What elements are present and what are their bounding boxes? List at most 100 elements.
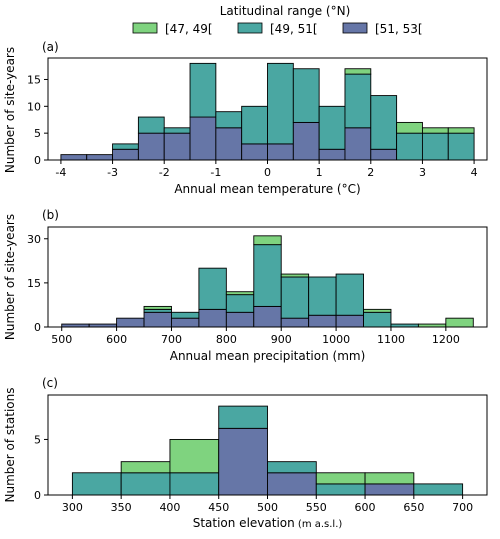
histogram-bar (171, 317, 200, 328)
panel-label: (c) (42, 376, 58, 390)
panel-a-temperature-histogram: -4 -3 -2 -1 0 1 2 3 4 0 5 10 15 Annual mean temperatu… (3, 40, 488, 196)
y-tick-label: 10 (27, 100, 41, 113)
legend-swatch-49-51 (237, 22, 263, 34)
legend-swatch-47-49 (132, 22, 158, 34)
histogram-bar (370, 95, 398, 150)
y-tick-label: 30 (27, 233, 41, 246)
histogram-bar (215, 127, 243, 161)
histogram-bar (318, 148, 346, 161)
histogram-bar (445, 317, 474, 328)
y-axis-label: Number of site-years (3, 47, 17, 173)
histogram-bar (315, 483, 366, 496)
x-tick-label: 400 (159, 501, 180, 514)
histogram-bar (171, 311, 200, 319)
x-tick-label: 500 (51, 333, 72, 346)
histogram-bar (267, 472, 317, 496)
histogram-bar (225, 311, 255, 328)
histogram-bar (60, 154, 88, 161)
histogram-bar (267, 143, 294, 161)
x-tick-label: 600 (106, 333, 127, 346)
histogram-bar (198, 267, 227, 310)
legend-label-49-51: [49, 51[ (270, 22, 318, 36)
y-axis-label: Number of site-years (3, 214, 17, 340)
y-tick-label: 5 (34, 433, 41, 446)
x-axis-unit: (m a.s.l.) (295, 519, 343, 530)
histogram-bar (163, 132, 191, 161)
histogram-bar (308, 314, 337, 328)
histogram-bar (370, 148, 398, 161)
x-axis-label: Annual mean precipitation (mm) (170, 349, 366, 363)
histogram-bar (189, 62, 217, 118)
histogram-bar (120, 472, 171, 496)
legend-swatch-51-53 (342, 22, 368, 34)
histogram-bar (364, 483, 415, 496)
x-tick-label: -3 (107, 166, 118, 179)
x-tick-label: 1 (316, 166, 323, 179)
y-tick-label: 15 (27, 277, 41, 290)
legend: Latitudinal range (°N) [47, 49[ [49, 51[… (132, 4, 423, 36)
histogram-bar (421, 127, 449, 134)
x-tick-label: 0 (264, 166, 271, 179)
histogram-bar (71, 472, 122, 496)
x-tick-label: 650 (403, 501, 424, 514)
x-tick-label: 2 (367, 166, 374, 179)
histogram-bar (169, 472, 220, 496)
x-tick-label: 3 (419, 166, 426, 179)
histogram-bar (120, 461, 171, 474)
histogram-bar (364, 472, 415, 485)
panel-c-elevation-histogram: 300 350 400 450 500 550 600 650 700 0 5 Station ele… (3, 376, 488, 530)
y-tick-label: 0 (34, 321, 41, 334)
histogram-bar (225, 291, 255, 296)
histogram-bar (280, 273, 310, 278)
y-tick-label: 15 (27, 73, 41, 86)
x-tick-label: 1200 (432, 333, 460, 346)
x-tick-label: 1000 (322, 333, 350, 346)
histogram-bar (241, 105, 268, 145)
histogram-bar (344, 68, 372, 75)
histogram-bar (335, 314, 364, 328)
histogram-bar (308, 276, 337, 316)
x-tick-label: 350 (111, 501, 132, 514)
x-tick-label: 1100 (377, 333, 405, 346)
x-tick-label: -4 (55, 166, 66, 179)
x-axis-label: Station elevation (m a.s.l.) (193, 516, 343, 530)
histogram-bar (280, 276, 310, 319)
histogram-bar (218, 427, 268, 496)
histogram-bar (137, 116, 165, 134)
histogram-bar (292, 121, 320, 161)
panel-label: (a) (42, 40, 59, 54)
histogram-bar (447, 132, 475, 161)
x-axis-label: Annual mean temperature (°C) (174, 182, 360, 196)
histogram-bar (292, 68, 320, 123)
histogram-bar (163, 127, 191, 134)
x-tick-label: 800 (216, 333, 237, 346)
histogram-bar (335, 273, 364, 316)
y-axis-label: Number of stations (3, 388, 17, 503)
histogram-bar (421, 132, 449, 161)
histogram-bar (396, 121, 423, 134)
histogram-bar (318, 105, 346, 150)
x-tick-label: 900 (271, 333, 292, 346)
histogram-bar (253, 305, 282, 328)
histogram-bar (86, 154, 114, 161)
histogram-bar (363, 308, 392, 313)
histogram-bar (363, 311, 392, 328)
histogram-bar (253, 235, 282, 246)
histogram-bar (447, 127, 475, 134)
histogram-bar (315, 472, 366, 485)
histogram-bar (189, 116, 217, 161)
histogram-bar (116, 317, 145, 328)
x-tick-label: -1 (210, 166, 221, 179)
x-tick-label: 4 (471, 166, 478, 179)
y-tick-label: 5 (34, 127, 41, 140)
histogram-bar (112, 148, 139, 161)
x-tick-label: 450 (208, 501, 229, 514)
histogram-bar (241, 143, 268, 161)
histogram-bar (396, 132, 423, 161)
histogram-bar (413, 483, 464, 496)
x-tick-label: 550 (306, 501, 327, 514)
histogram-bar (253, 244, 282, 307)
histogram-bar (218, 405, 268, 429)
histogram-bar (143, 311, 172, 328)
